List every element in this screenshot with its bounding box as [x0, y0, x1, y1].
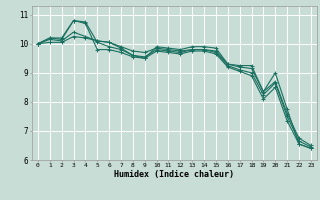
X-axis label: Humidex (Indice chaleur): Humidex (Indice chaleur)	[115, 170, 234, 179]
